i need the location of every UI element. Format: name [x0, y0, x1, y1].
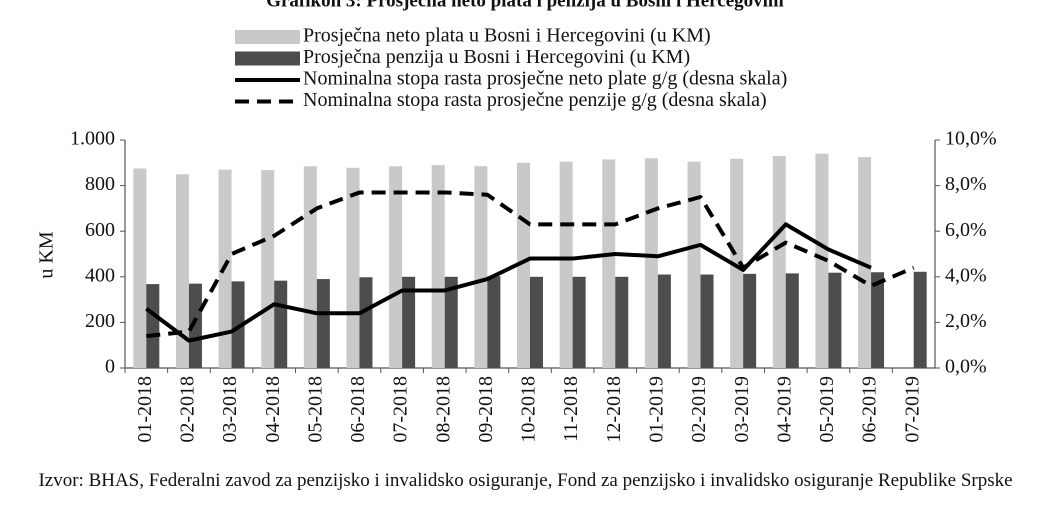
bar	[871, 272, 885, 368]
y2-tick-label: 2,0%	[945, 310, 987, 332]
y-tick-label: 0	[105, 356, 115, 378]
chart: Grafikon 3: Prosječna neto plata i penzi…	[36, 0, 997, 443]
legend-label: Nominalna stopa rasta prosječne penzije …	[303, 89, 767, 111]
bar	[785, 273, 799, 368]
x-tick-label: 08-2018	[432, 376, 454, 443]
bar	[402, 276, 416, 368]
line-series	[145, 222, 872, 343]
x-tick-label: 02-2018	[177, 376, 199, 443]
chart-title: Grafikon 3: Prosječna neto plata i penzi…	[266, 0, 784, 11]
legend-label: Prosječna neto plata u Bosni i Hercegovi…	[303, 25, 711, 47]
bar	[133, 168, 147, 368]
bar	[474, 166, 488, 368]
bar	[730, 158, 744, 368]
bar	[487, 276, 501, 368]
x-tick-label: 02-2019	[688, 376, 710, 443]
bar	[644, 158, 658, 368]
bar	[602, 159, 616, 368]
legend-swatch	[235, 30, 300, 44]
bar	[858, 157, 872, 368]
bar	[657, 274, 671, 368]
x-tick-label: 12-2018	[603, 376, 625, 443]
bar	[359, 277, 373, 368]
y2-tick-label: 8,0%	[945, 173, 987, 195]
bar	[772, 155, 786, 368]
y-axis-label: u KM	[36, 231, 58, 278]
bar	[431, 165, 445, 368]
x-tick-label: 07-2019	[901, 376, 923, 443]
line-series	[146, 190, 915, 339]
x-tick-label: 04-2018	[262, 376, 284, 443]
x-tick-label: 06-2019	[859, 376, 881, 443]
x-tick-label: 04-2019	[773, 376, 795, 443]
legend-label: Nominalna stopa rasta prosječne neto pla…	[303, 68, 787, 90]
bar	[615, 276, 629, 368]
x-tick-label: 09-2018	[475, 376, 497, 443]
y-tick-label: 800	[85, 173, 115, 195]
x-tick-label: 05-2018	[304, 376, 326, 443]
y2-tick-label: 0,0%	[945, 356, 987, 378]
x-tick-label: 05-2019	[816, 376, 838, 443]
bar	[815, 153, 829, 368]
bar	[303, 166, 317, 368]
bar	[316, 279, 330, 368]
legend-label: Prosječna penzija u Bosni i Hercegovini …	[303, 46, 690, 68]
bar	[743, 273, 757, 368]
bar	[146, 284, 160, 368]
legend-swatch	[235, 51, 300, 66]
bar	[274, 280, 288, 368]
y2-tick-label: 6,0%	[945, 219, 987, 241]
y-tick-label: 200	[85, 310, 115, 332]
y-tick-label: 1.000	[70, 128, 115, 150]
source-note: Izvor: BHAS, Federalni zavod za penzijsk…	[38, 470, 1013, 491]
bar	[231, 281, 245, 368]
bar	[572, 276, 586, 368]
bar	[389, 166, 403, 368]
bar	[188, 283, 202, 368]
x-tick-label: 01-2019	[645, 376, 667, 443]
x-tick-label: 10-2018	[518, 376, 540, 443]
y2-tick-label: 4,0%	[945, 264, 987, 286]
y2-tick-label: 10,0%	[945, 128, 997, 150]
bar	[530, 276, 543, 368]
bar	[261, 170, 275, 368]
x-tick-label: 03-2019	[731, 376, 753, 443]
bar	[913, 271, 927, 368]
bar	[175, 174, 189, 368]
bar	[444, 276, 458, 368]
x-tick-label: 07-2018	[390, 376, 412, 443]
x-tick-label: 06-2018	[347, 376, 369, 443]
x-tick-label: 11-2018	[560, 376, 582, 442]
bar	[700, 274, 714, 368]
bar	[346, 167, 360, 368]
bar	[559, 161, 573, 368]
x-tick-label: 01-2018	[134, 376, 156, 443]
y-tick-label: 600	[85, 219, 115, 241]
bar	[828, 272, 842, 368]
x-tick-label: 03-2018	[219, 376, 241, 443]
y-tick-label: 400	[85, 264, 115, 286]
bar	[517, 162, 530, 368]
bar	[687, 161, 701, 368]
